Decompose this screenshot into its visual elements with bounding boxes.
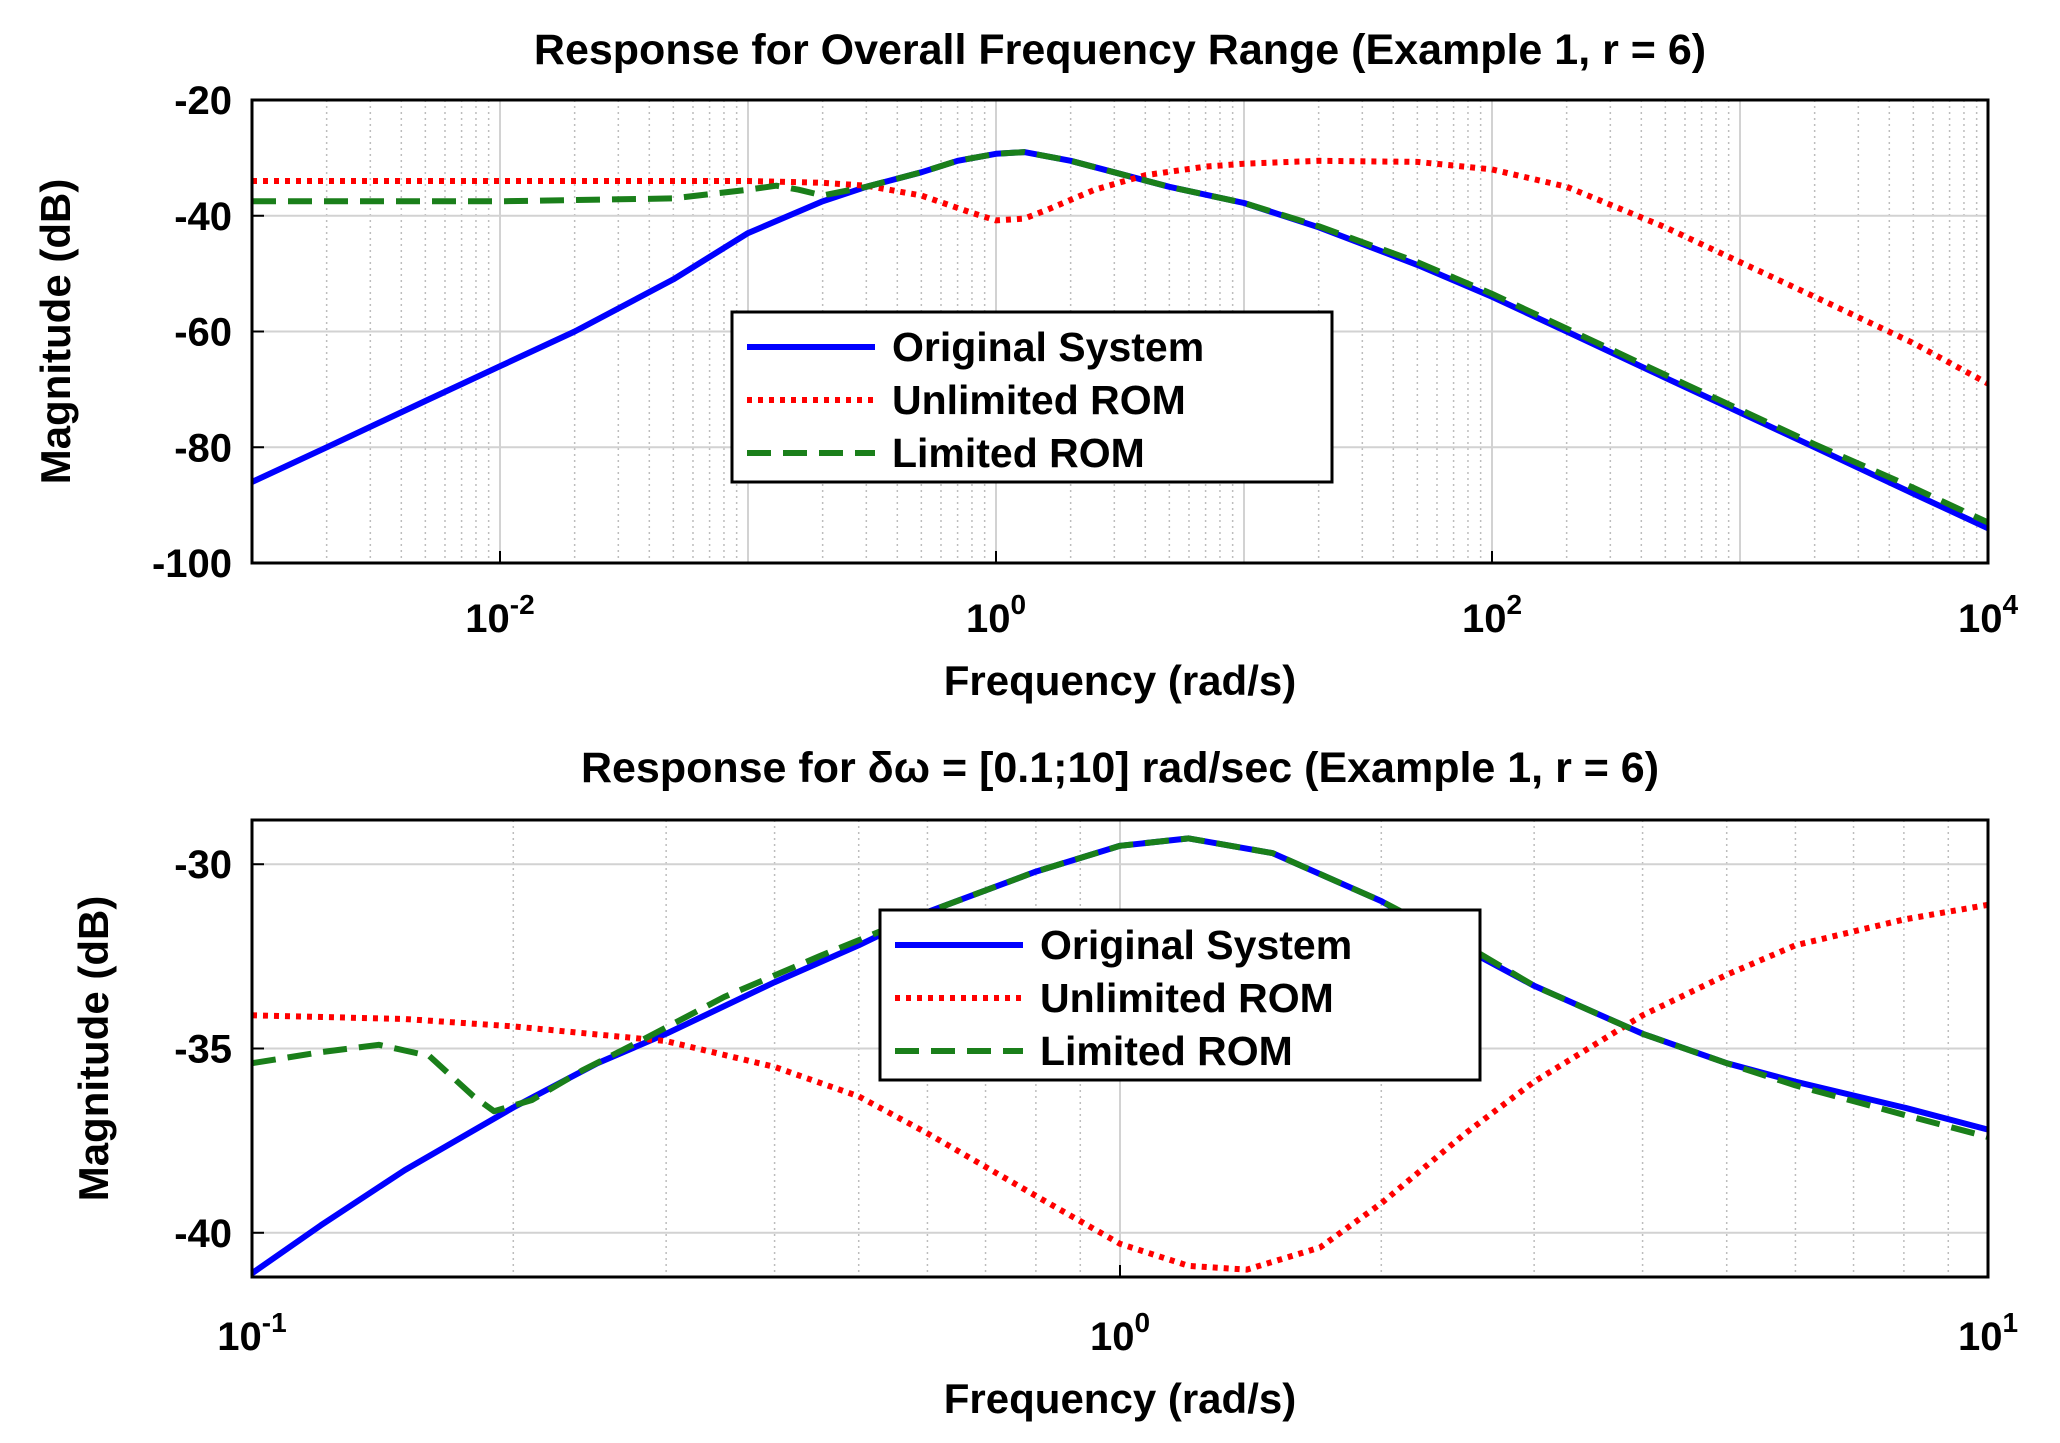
legend-label: Limited ROM [1040,1028,1293,1074]
y-tick-label: -40 [174,195,232,239]
x-tick-exponent: 4 [2002,589,2018,620]
x-axis-label: Frequency (rad/s) [944,657,1296,704]
minor-grid [325,100,1978,563]
x-tick-exponent: -2 [510,589,535,620]
chart-title: Response for δω = [0.1;10] rad/sec (Exam… [581,744,1659,792]
series-line-limited-rom [252,149,1990,526]
x-tick-base: 10 [966,597,1011,641]
x-tick-base: 10 [217,1315,262,1359]
y-tick-label: -40 [174,1212,232,1256]
y-tick-label: -20 [174,79,232,123]
legend-label: Limited ROM [892,430,1145,476]
x-tick-exponent: 2 [1506,589,1522,620]
y-tick-label: -100 [152,542,232,586]
legend-label: Unlimited ROM [892,377,1186,423]
x-tick-exponent: 1 [2002,1307,2018,1338]
series-line-limited-rom [251,835,1989,1140]
y-tick-label: -60 [174,311,232,355]
y-tick-label: -35 [174,1028,232,1072]
legend: Original System Unlimited ROM Limited ROM [730,310,1334,484]
x-tick-base: 10 [1090,1315,1135,1359]
chart-title: Response for Overall Frequency Range (Ex… [534,26,1706,74]
x-tick-exponent: 0 [1134,1307,1150,1338]
x-tick-base: 10 [1958,597,2003,641]
x-tick-base: 10 [465,597,510,641]
x-tick-label: 102 [1462,589,1522,641]
y-tick-label: -80 [174,426,232,470]
x-tick-label: 10-2 [465,589,534,641]
y-axis-label: Magnitude (dB) [70,896,117,1202]
legend-label: Unlimited ROM [1040,975,1334,1021]
x-tick-base: 10 [1462,597,1507,641]
x-axis-label: Frequency (rad/s) [944,1375,1296,1422]
x-tick-label: 104 [1958,589,2019,641]
x-tick-label: 100 [966,589,1026,641]
legend-label: Original System [892,324,1204,370]
legend: Original System Unlimited ROM Limited ROM [878,908,1482,1082]
x-tick-label: 100 [1090,1307,1150,1359]
y-axis-label: Magnitude (dB) [32,179,79,485]
x-tick-label: 101 [1958,1307,2018,1359]
x-tick-exponent: -1 [262,1307,287,1338]
x-tick-label: 10-1 [217,1307,286,1359]
x-tick-exponent: 0 [1010,589,1026,620]
series-line-unlimited-rom [251,901,1989,1273]
x-tick-base: 10 [1958,1315,2003,1359]
y-tick-label: -30 [174,843,232,887]
legend-label: Original System [1040,922,1352,968]
